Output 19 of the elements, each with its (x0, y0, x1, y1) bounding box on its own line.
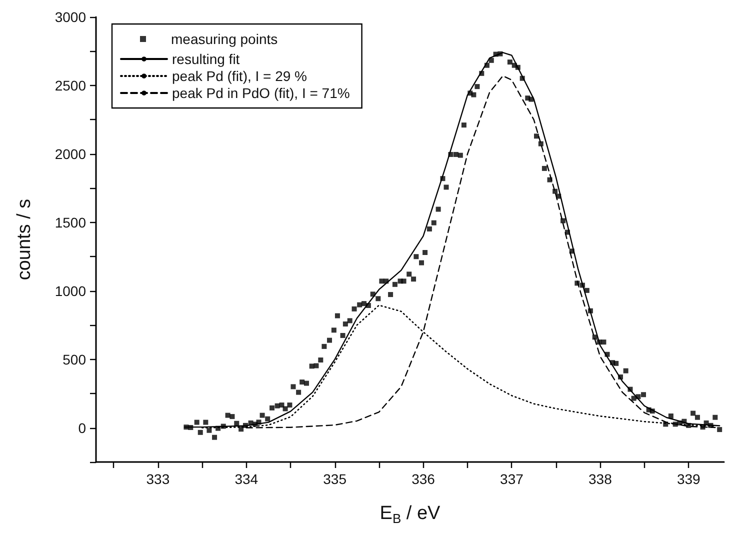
x-tick-label: 336 (412, 471, 436, 487)
y-axis-title: counts / s (14, 198, 35, 280)
x-tick-label: 337 (500, 471, 524, 487)
legend-label: measuring points (171, 31, 278, 47)
x-tick-label: 338 (588, 471, 612, 487)
y-tick-label: 2000 (54, 146, 86, 162)
y-tick-label: 2500 (54, 77, 86, 94)
x-tick-label: 339 (676, 471, 701, 487)
y-tick-label: 500 (62, 351, 86, 368)
legend-label: peak Pd in PdO (fit), I = 71% (172, 85, 350, 101)
legend-label: resulting fit (172, 51, 240, 67)
x-tick-label: 335 (323, 471, 347, 487)
x-tick-label: 333 (146, 471, 170, 487)
y-tick-label: 1500 (54, 214, 86, 230)
y-tick-label: 1000 (54, 282, 86, 299)
legend-label: peak Pd (fit), I = 29 % (172, 68, 308, 84)
y-tick-label: 0 (78, 420, 86, 436)
y-tick-label: 3000 (54, 9, 86, 25)
x-tick-label: 334 (234, 471, 258, 487)
